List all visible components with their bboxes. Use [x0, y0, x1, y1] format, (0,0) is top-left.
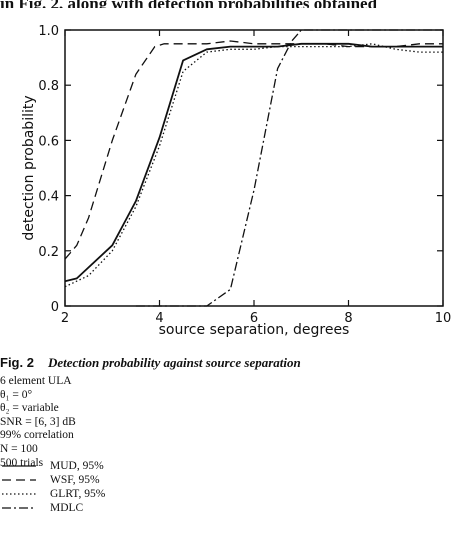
- simulation-parameters: 6 element ULA θ₁ = 0° θ₂ = variable SNR = […: [0, 375, 76, 470]
- legend: MUD, 95% WSF, 95% GLRT, 95% MDLC: [0, 459, 105, 515]
- legend-item: WSF, 95%: [0, 473, 105, 487]
- series-line-mdlc: [135, 29, 443, 307]
- legend-label: WSF, 95%: [50, 474, 100, 486]
- y-tick-label: 1.0: [38, 24, 59, 39]
- y-tick-label: 0: [51, 300, 59, 315]
- x-tick-label: 4: [155, 311, 163, 326]
- legend-label: MDLC: [50, 502, 84, 514]
- parameter-line: 6 element ULA: [0, 375, 72, 387]
- legend-swatch: [2, 465, 36, 467]
- series-line-mud: [64, 42, 443, 283]
- legend-item: MDLC: [0, 501, 105, 515]
- series-line-wsf: [64, 40, 443, 260]
- plot-frame: [64, 29, 444, 307]
- legend-swatch: [2, 507, 36, 509]
- y-tick-label: 0.2: [38, 245, 59, 260]
- y-tick-label: 0.6: [38, 134, 59, 149]
- legend-item: MUD, 95%: [0, 459, 105, 473]
- parameter-line: 99% correlation: [0, 429, 74, 442]
- y-tick-label: 0.8: [38, 79, 59, 94]
- series-layer: [64, 29, 443, 307]
- x-axis-label: source separation, degrees: [159, 322, 350, 338]
- y-axis-label: detection probability: [21, 95, 37, 240]
- parameter-line: θ₁ = 0°: [0, 388, 33, 401]
- parameter-line: N = 100: [0, 442, 38, 455]
- x-tick-label: 10: [435, 311, 452, 326]
- legend-swatch: [2, 479, 36, 481]
- x-tick-label: 6: [250, 311, 258, 326]
- parameter-line: θ₂ = variable: [0, 402, 59, 415]
- legend-label: MUD, 95%: [50, 460, 104, 472]
- figure-label: Fig. 2: [0, 355, 34, 370]
- x-tick-label: 2: [61, 311, 69, 326]
- parameter-line: SNR = [6, 3] dB: [0, 415, 76, 428]
- series-line-glrt: [64, 43, 443, 288]
- label-layer: 2 4 6 8 10 0 0.2 0.4 0.6 0.8 1.0 source separation,…: [21, 24, 451, 338]
- legend-item: GLRT, 95%: [0, 487, 105, 501]
- axes-layer: [64, 29, 444, 307]
- legend-label: GLRT, 95%: [50, 488, 106, 500]
- page-header-text: in Fig. 2, along with detection probabil…: [0, 0, 474, 8]
- figure-caption-text: Detection probability against source sep…: [47, 355, 301, 370]
- y-tick-label: 0.4: [38, 190, 59, 205]
- detection-probability-chart: 2 4 6 8 10 0 0.2 0.4 0.6 0.8 1.0 source separation,…: [21, 24, 451, 338]
- x-tick-label: 8: [344, 311, 352, 326]
- legend-swatch: [2, 493, 36, 495]
- figure-caption: Fig. 2 Detection probability against sour…: [0, 355, 474, 371]
